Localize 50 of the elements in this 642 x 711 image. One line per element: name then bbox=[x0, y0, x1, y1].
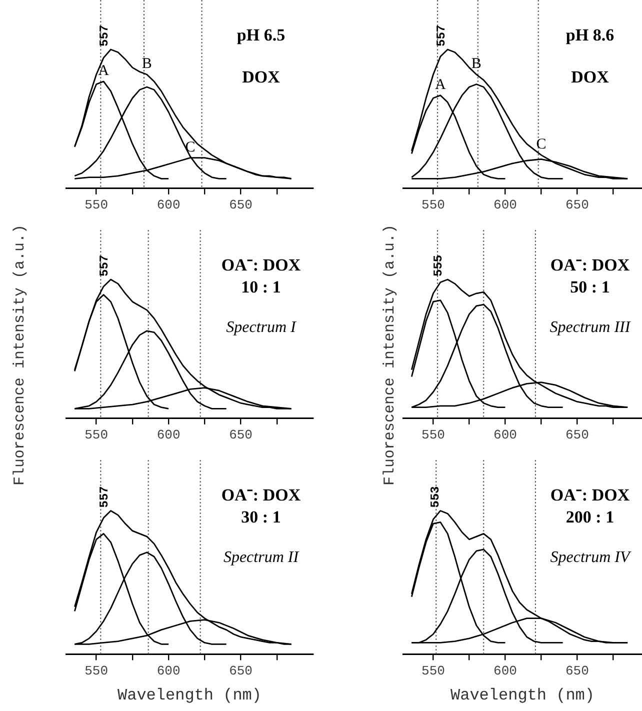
chart-title: OA⁻: DOX bbox=[221, 485, 302, 504]
x-tick-label: 650 bbox=[566, 663, 589, 678]
text: DOX bbox=[571, 67, 610, 86]
annotation: 555 bbox=[431, 254, 446, 276]
series-label: C bbox=[185, 139, 196, 156]
x-tick-label: 600 bbox=[494, 428, 517, 443]
chart-title: OA⁻: DOX bbox=[550, 255, 630, 274]
x-tick-label: 550 bbox=[84, 428, 108, 443]
annotation: Spectrum I bbox=[226, 319, 297, 336]
chart-title: OA⁻: DOX bbox=[221, 255, 302, 274]
x-tick-label: 550 bbox=[422, 198, 445, 213]
x-axis-title: Wavelength (nm) bbox=[117, 686, 262, 705]
x-tick-label: 600 bbox=[494, 663, 517, 678]
x-tick-label: 650 bbox=[229, 663, 252, 678]
chart-subtitle: 30 : 1 bbox=[241, 507, 281, 526]
x-tick-label: 650 bbox=[229, 198, 252, 213]
chart-subtitle: 200 : 1 bbox=[566, 507, 614, 526]
x-tick-label: 600 bbox=[156, 198, 180, 213]
x-tick-label: 650 bbox=[566, 198, 589, 213]
series-label: C bbox=[536, 136, 546, 152]
annotation: 557 bbox=[434, 24, 448, 46]
series-label: A bbox=[98, 62, 110, 79]
x-tick-label: 550 bbox=[422, 663, 445, 678]
series-label: A bbox=[435, 76, 446, 93]
y-axis-title: Fluorescence intensity (a.u.) bbox=[382, 224, 398, 486]
chart-title: pH 8.6 bbox=[566, 25, 614, 44]
y-axis-title: Fluorescence intensity (a.u.) bbox=[12, 224, 28, 486]
chart-title: pH 6.5 bbox=[236, 25, 286, 44]
annotation: Spectrum IV bbox=[550, 549, 632, 566]
chart-title: OA⁻: DOX bbox=[550, 485, 630, 504]
x-tick-label: 600 bbox=[156, 663, 180, 678]
x-tick-label: 650 bbox=[566, 428, 589, 443]
annotation: 553 bbox=[428, 486, 443, 508]
annotation: 557 bbox=[97, 254, 112, 276]
annotation: 557 bbox=[97, 486, 112, 508]
x-axis-title: Wavelength (nm) bbox=[450, 686, 595, 705]
x-tick-label: 600 bbox=[156, 428, 180, 443]
x-tick-label: 550 bbox=[84, 198, 108, 213]
annotation: Spectrum II bbox=[223, 549, 300, 566]
chart-subtitle: 10 : 1 bbox=[241, 277, 281, 296]
series-label: B bbox=[471, 56, 482, 72]
x-tick-label: 650 bbox=[229, 428, 252, 443]
annotation: 557 bbox=[97, 24, 112, 46]
x-tick-label: 550 bbox=[84, 663, 108, 678]
text: DOX bbox=[242, 67, 281, 86]
series-label: B bbox=[142, 56, 152, 72]
annotation: Spectrum III bbox=[550, 319, 631, 336]
x-tick-label: 600 bbox=[494, 198, 517, 213]
chart-subtitle: 50 : 1 bbox=[570, 277, 610, 296]
x-tick-label: 550 bbox=[422, 428, 445, 443]
